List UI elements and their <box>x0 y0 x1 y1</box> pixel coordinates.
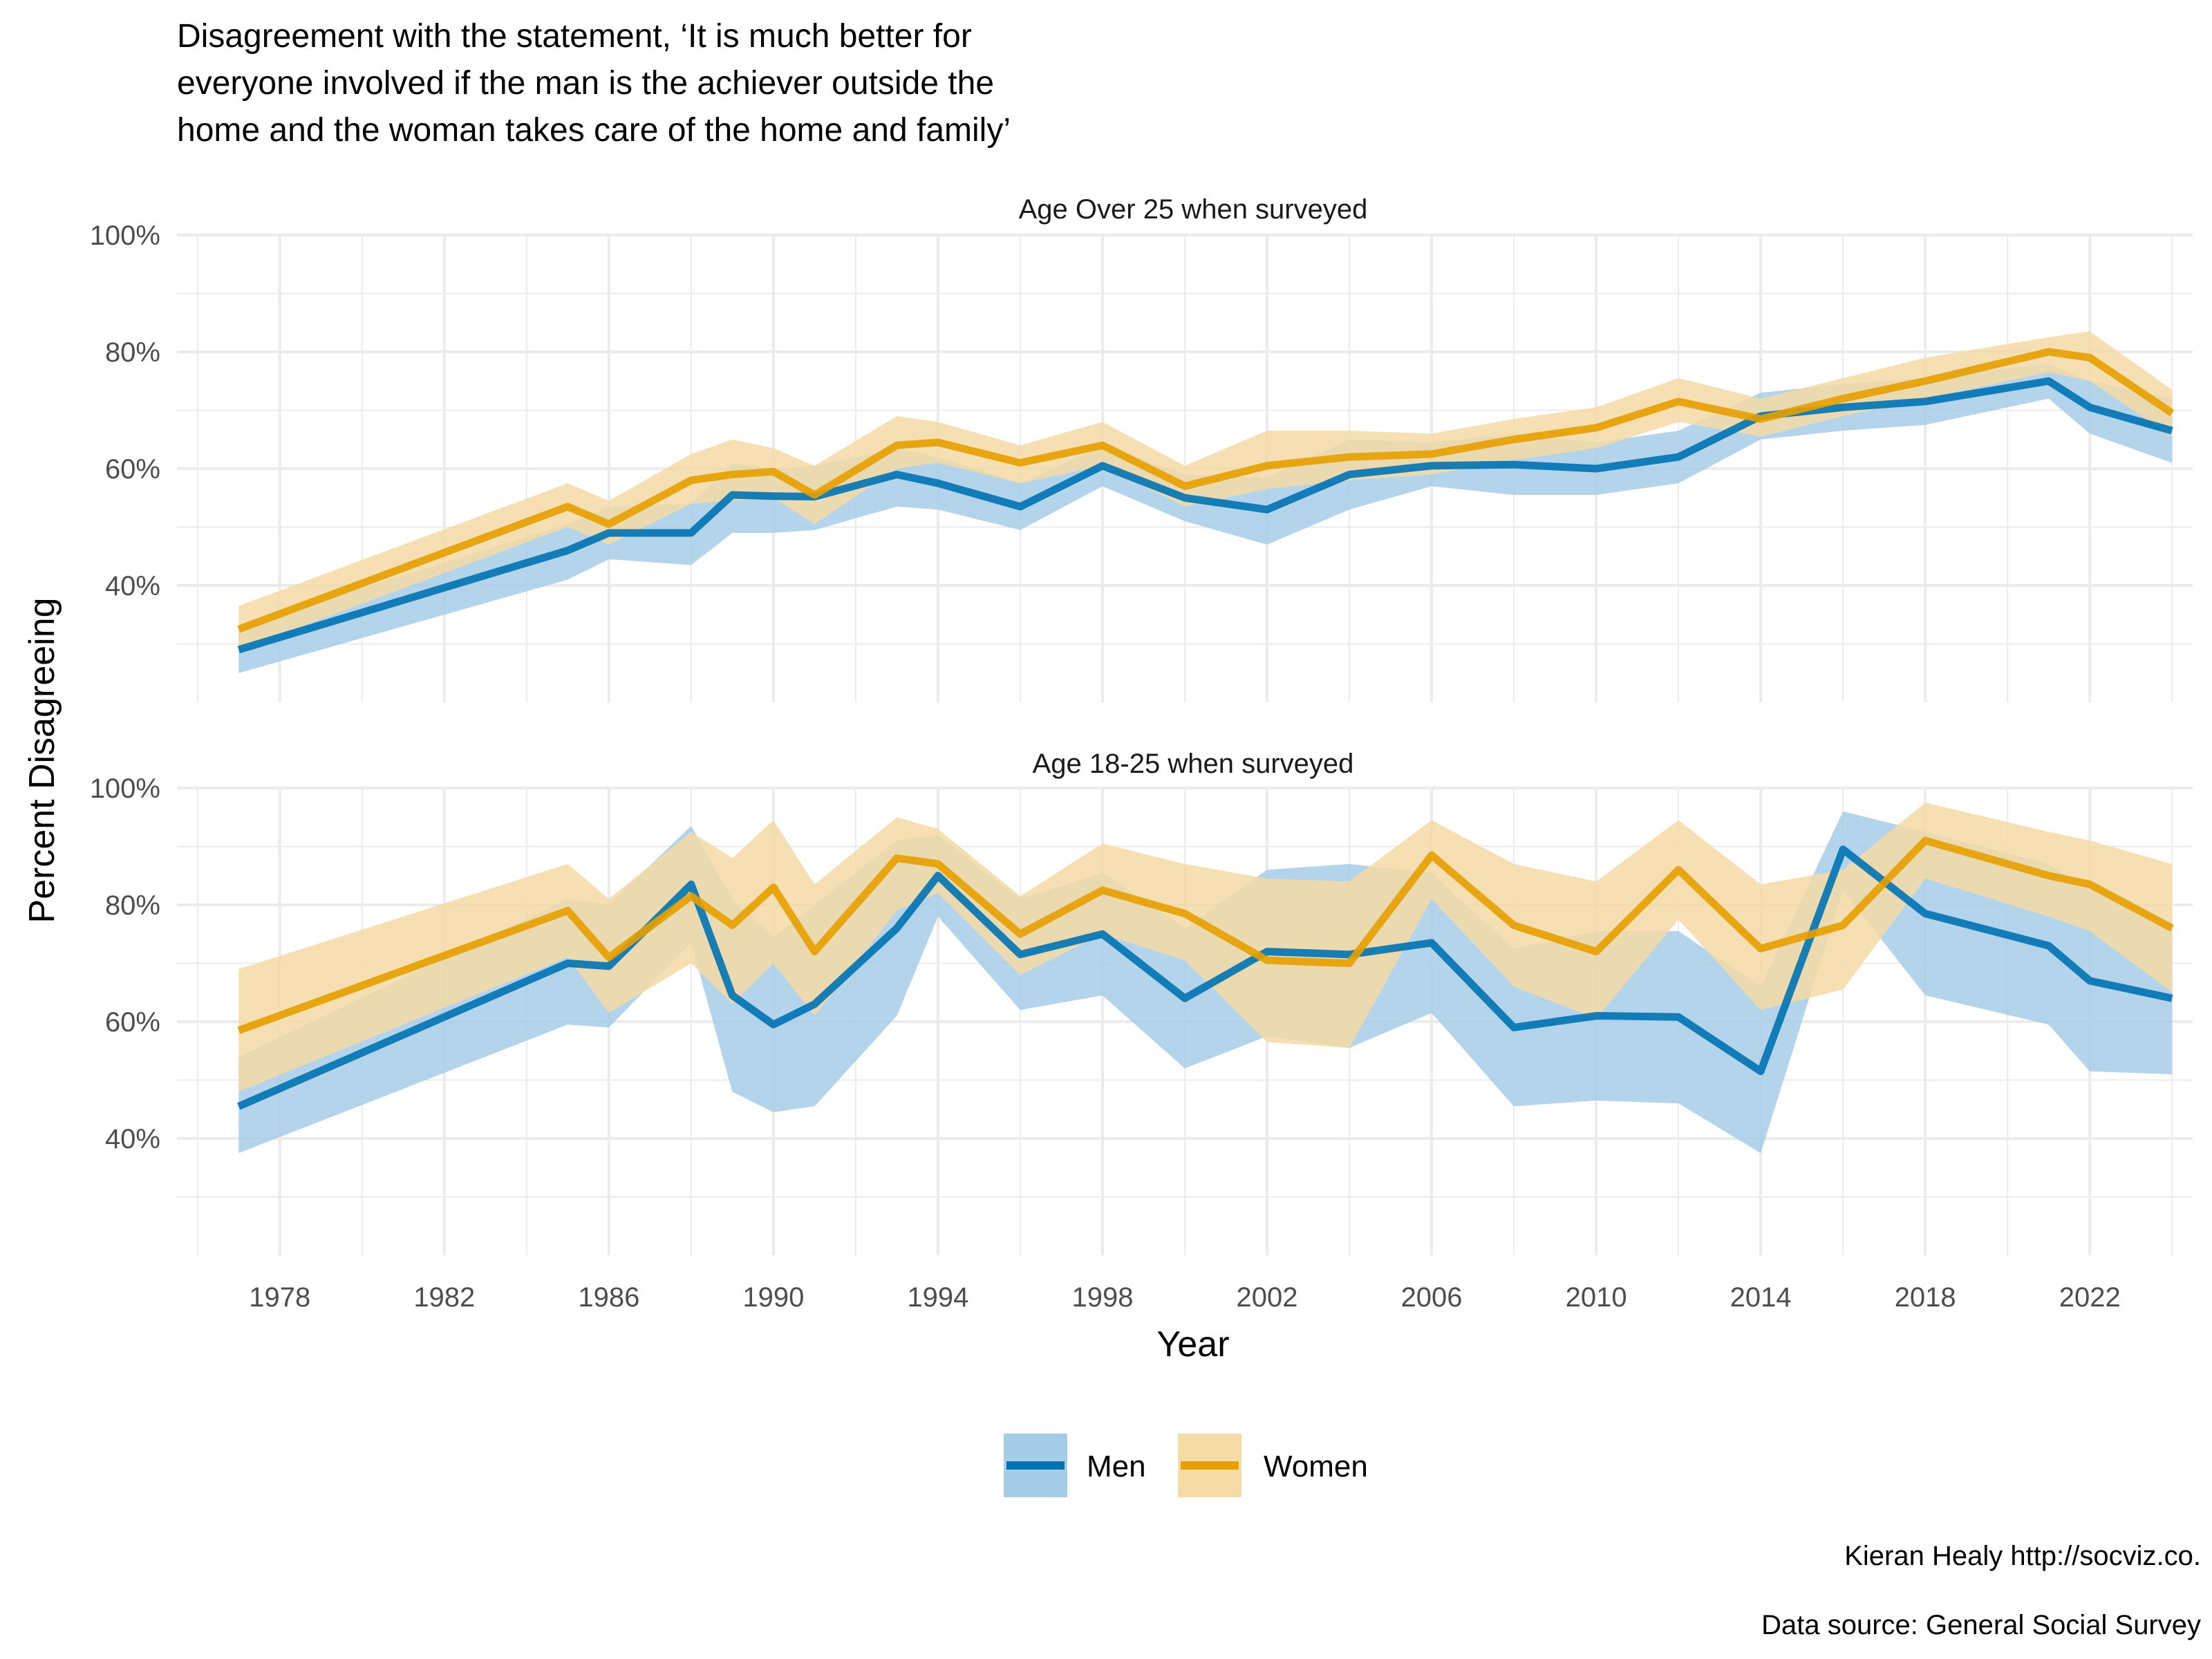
y-tick-label: 40% <box>105 1124 160 1154</box>
y-tick-label: 40% <box>105 571 160 601</box>
y-tick-label: 100% <box>90 774 160 804</box>
y-tick-label: 80% <box>105 337 160 368</box>
caption-author: Kieran Healy http://socviz.co. <box>1844 1541 2201 1571</box>
chart-title-line-2: everyone involved if the man is the achi… <box>177 65 994 102</box>
series-lines <box>237 348 2175 654</box>
series-line-women <box>237 348 2175 633</box>
x-tick-label: 2002 <box>1237 1282 1298 1313</box>
x-tick-label: 1982 <box>413 1282 475 1313</box>
x-tick-label: 2014 <box>1730 1282 1792 1313</box>
legend: Men Women <box>1004 1434 1368 1497</box>
ci-band-men <box>238 363 2173 673</box>
series-line-men <box>237 845 2173 1110</box>
x-tick-label: 2018 <box>1895 1282 1956 1313</box>
x-tick-label: 2006 <box>1401 1282 1463 1313</box>
facet-strip-label: Age 18-25 when surveyed <box>1033 749 1354 779</box>
legend-label-men: Men <box>1087 1450 1146 1483</box>
x-axis-title: Year <box>1156 1324 1229 1365</box>
y-tick-labels: 40% 60% 80% 100% <box>90 221 160 601</box>
chart-title-line-1: Disagreement with the statement, ‘It is … <box>177 18 972 55</box>
caption-source: Data source: General Social Survey <box>1761 1610 2201 1640</box>
x-tick-label: 1990 <box>742 1282 804 1313</box>
confidence-bands <box>238 331 2173 673</box>
series-lines <box>237 836 2174 1110</box>
y-tick-label: 100% <box>90 221 160 251</box>
x-tick-label: 2010 <box>1566 1282 1627 1313</box>
legend-label-women: Women <box>1264 1450 1368 1483</box>
y-tick-labels: 40% 60% 80% 100% <box>90 774 160 1154</box>
y-tick-label: 60% <box>105 454 160 485</box>
facet-panel-over-25: Age Over 25 when surveyed 40% 60% 80% 100% <box>90 194 2193 702</box>
facet-panel-18-25: Age 18-25 when surveyed 40% 60% 80% 100% <box>90 749 2193 1255</box>
x-tick-label: 1978 <box>249 1282 310 1313</box>
x-tick-labels: 1978 1982 1986 1990 1994 1998 2002 2006 2010 2014… <box>249 1282 2120 1313</box>
chart-title-line-3: home and the woman takes care of the hom… <box>177 112 1011 149</box>
legend-item-men: Men <box>1004 1434 1146 1497</box>
x-tick-label: 1998 <box>1071 1282 1133 1313</box>
x-tick-label: 1994 <box>907 1282 968 1313</box>
facet-strip-label: Age Over 25 when surveyed <box>1019 194 1368 225</box>
legend-item-women: Women <box>1178 1434 1368 1497</box>
x-tick-label: 2022 <box>2059 1282 2121 1313</box>
series-line-men <box>237 377 2173 654</box>
y-tick-label: 60% <box>105 1007 160 1038</box>
chart-title: Disagreement with the statement, ‘It is … <box>177 18 1011 149</box>
ci-band-women <box>238 331 2173 650</box>
y-tick-label: 80% <box>105 890 160 921</box>
x-tick-label: 1986 <box>578 1282 639 1313</box>
series-line-women <box>237 836 2174 1034</box>
y-axis-title: Percent Disagreeing <box>22 597 62 923</box>
